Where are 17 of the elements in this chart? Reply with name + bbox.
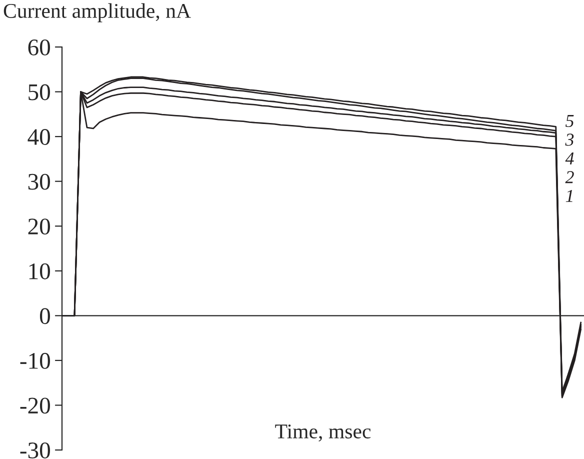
y-tick-label: -10 bbox=[20, 352, 50, 369]
y-tick-label: 30 bbox=[28, 174, 50, 190]
series-label: 4 bbox=[565, 152, 574, 164]
series-label: 3 bbox=[565, 134, 574, 146]
y-tick-label: 50 bbox=[28, 84, 50, 100]
x-axis-title: Time, msec bbox=[275, 424, 371, 442]
y-axis-title: Current amplitude, nA bbox=[4, 3, 191, 22]
series-label: 2 bbox=[565, 171, 574, 184]
y-tick-label: 40 bbox=[28, 129, 50, 145]
y-tick-label: 20 bbox=[28, 218, 50, 235]
y-tick-label: 10 bbox=[29, 263, 50, 280]
y-tick-label: -30 bbox=[20, 442, 50, 458]
y-tick-label: -20 bbox=[20, 398, 50, 414]
series-label: 5 bbox=[566, 115, 574, 128]
y-tick-label: 0 bbox=[40, 308, 50, 324]
y-tick-label: 60 bbox=[28, 39, 50, 56]
series-label: 1 bbox=[566, 190, 572, 202]
